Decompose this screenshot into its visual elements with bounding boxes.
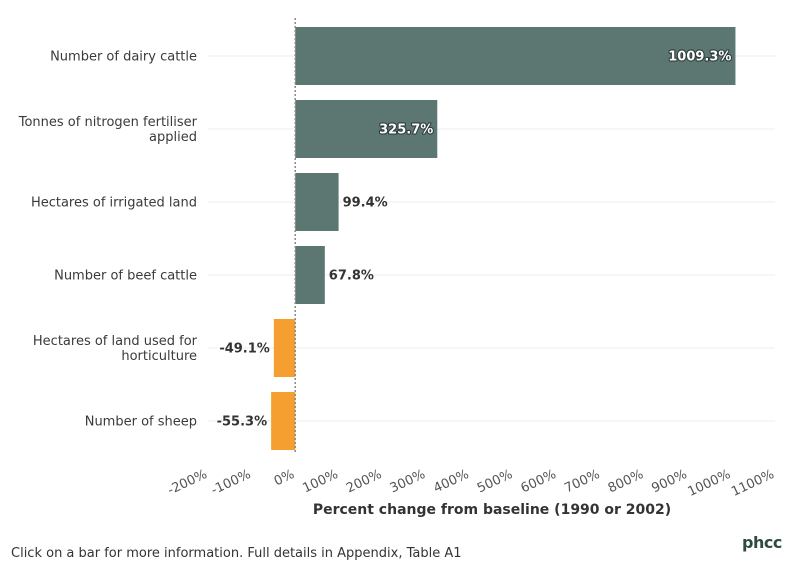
x-tick-label: 200% bbox=[344, 467, 384, 496]
bar[interactable] bbox=[295, 173, 339, 231]
value-label: 99.4% bbox=[343, 196, 388, 211]
bar[interactable] bbox=[295, 100, 438, 158]
x-tick-label: 900% bbox=[649, 467, 689, 496]
x-tick-labels: -200% -100% 0% 100% 200% 300% 400% 500% 600% 700%… bbox=[165, 467, 776, 500]
x-tick-label: 700% bbox=[562, 467, 602, 496]
bar[interactable] bbox=[295, 246, 325, 304]
category-label: Number of sheep bbox=[85, 415, 197, 430]
category-label: Hectares of irrigated land bbox=[31, 196, 197, 211]
x-axis-title: Percent change from baseline (1990 or 20… bbox=[313, 502, 671, 518]
bar-chart: Number of dairy cattle Tonnes of nitrogen… bbox=[18, 18, 777, 518]
x-tick-label: 0% bbox=[272, 467, 297, 489]
category-label: Tonnes of nitrogen fertiliser bbox=[18, 115, 198, 130]
category-label: Number of beef cattle bbox=[54, 269, 197, 284]
value-label: 1009.3% bbox=[668, 50, 731, 65]
value-label: -55.3% bbox=[217, 415, 268, 430]
bar[interactable] bbox=[295, 27, 736, 85]
value-label: 67.8% bbox=[329, 269, 374, 284]
x-tick-label: 1100% bbox=[729, 467, 777, 500]
bar[interactable] bbox=[271, 392, 296, 450]
category-labels: Number of dairy cattle Tonnes of nitrogen… bbox=[18, 50, 198, 430]
x-tick-label: 300% bbox=[388, 467, 428, 496]
bars bbox=[271, 27, 736, 450]
phcc-logo: phcc bbox=[742, 533, 782, 552]
value-labels: 1009.3% 325.7% 99.4% 67.8% -49.1% -55.3% bbox=[217, 48, 733, 430]
category-label: applied bbox=[149, 130, 197, 145]
x-tick-label: 600% bbox=[519, 467, 559, 496]
bar[interactable] bbox=[273, 319, 296, 377]
x-tick-label: -200% bbox=[165, 467, 209, 498]
category-label: Number of dairy cattle bbox=[50, 50, 197, 65]
x-tick-label: 1000% bbox=[686, 467, 734, 500]
x-tick-label: 400% bbox=[431, 467, 471, 496]
x-tick-label: 100% bbox=[301, 467, 341, 496]
category-label: horticulture bbox=[121, 349, 197, 364]
value-label: -49.1% bbox=[219, 342, 270, 357]
x-tick-label: 500% bbox=[475, 467, 515, 496]
category-label: Hectares of land used for bbox=[33, 334, 198, 349]
x-tick-label: 800% bbox=[606, 467, 646, 496]
footnote: Click on a bar for more information. Ful… bbox=[11, 546, 462, 561]
value-label: 325.7% bbox=[379, 123, 433, 138]
x-tick-label: -100% bbox=[209, 467, 253, 498]
